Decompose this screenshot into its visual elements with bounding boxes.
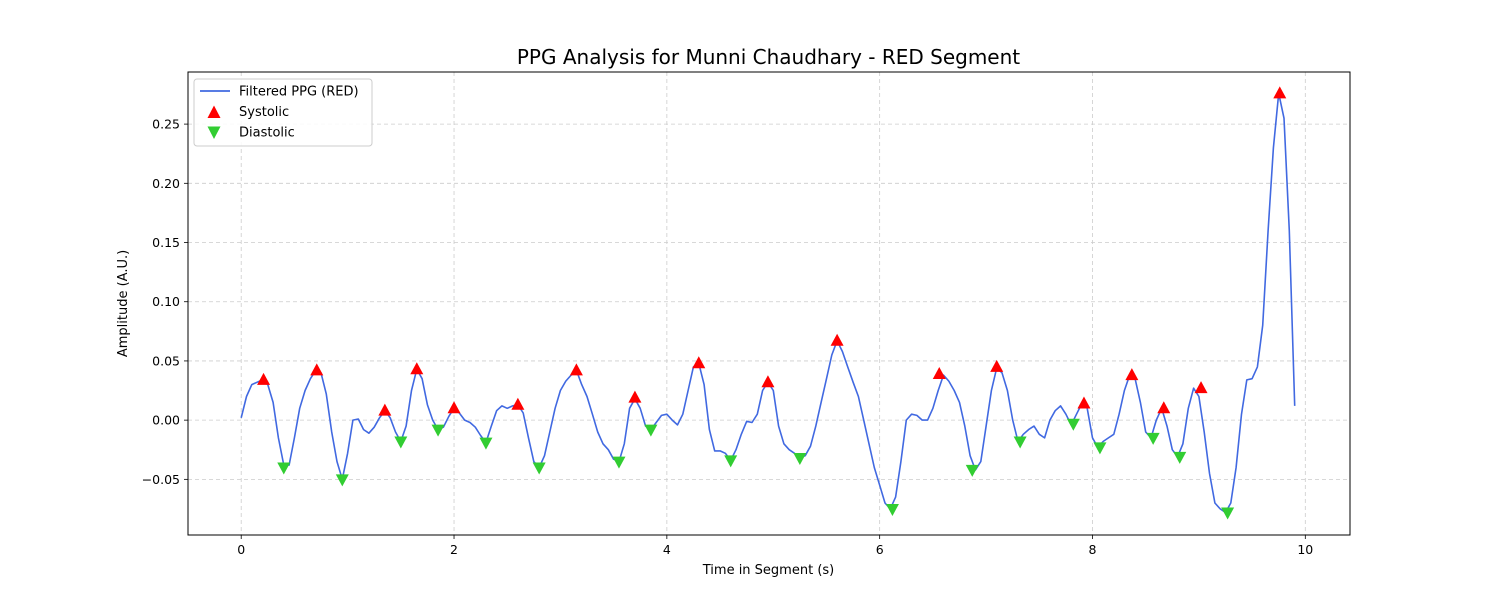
x-tick-label: 0 bbox=[237, 542, 245, 557]
legend: Filtered PPG (RED) Systolic Diastolic bbox=[193, 78, 373, 147]
y-tick-label: −0.05 bbox=[142, 472, 180, 487]
diastolic-trough-marker bbox=[965, 464, 979, 477]
chart-title: PPG Analysis for Munni Chaudhary - RED S… bbox=[517, 45, 1020, 69]
systolic-peak-marker bbox=[410, 362, 424, 375]
diastolic-trough-marker bbox=[1146, 432, 1160, 445]
systolic-peak-marker bbox=[761, 375, 775, 388]
y-tick-label: 0.00 bbox=[152, 413, 180, 428]
systolic-peak-marker bbox=[511, 397, 525, 410]
diastolic-trough-marker bbox=[1066, 418, 1080, 431]
systolic-peak-marker bbox=[1125, 368, 1139, 381]
legend-label-filtered: Filtered PPG (RED) bbox=[239, 85, 359, 100]
systolic-peak-marker bbox=[830, 333, 844, 346]
diastolic-trough-marker bbox=[644, 424, 658, 437]
systolic-peak-marker bbox=[257, 372, 271, 385]
systolic-peak-marker bbox=[932, 366, 946, 379]
ppg-signal-line bbox=[240, 92, 1296, 514]
systolic-peak-marker bbox=[990, 359, 1004, 372]
systolic-peak-marker bbox=[1194, 381, 1208, 394]
diastolic-trough-marker bbox=[479, 437, 493, 450]
diastolic-trough-marker bbox=[532, 462, 546, 475]
diastolic-trough-marker bbox=[724, 455, 738, 468]
systolic-peak-marker bbox=[569, 363, 583, 376]
systolic-peak-marker bbox=[1273, 86, 1287, 99]
x-tick-label: 4 bbox=[663, 542, 671, 557]
plot-series bbox=[240, 86, 1296, 520]
x-tick-label: 10 bbox=[1297, 542, 1313, 557]
diastolic-trough-marker bbox=[885, 503, 899, 516]
x-axis-label: Time in Segment (s) bbox=[702, 563, 834, 578]
legend-diastolic-marker bbox=[207, 126, 221, 139]
systolic-peak-marker bbox=[447, 401, 461, 414]
legend-box bbox=[193, 78, 373, 147]
y-tick-label: 0.20 bbox=[152, 176, 180, 191]
systolic-peak-marker bbox=[628, 390, 642, 403]
systolic-peak-marker bbox=[692, 356, 706, 369]
y-tick-label: 0.25 bbox=[152, 117, 180, 132]
systolic-peak-marker bbox=[310, 363, 324, 376]
diastolic-trough-marker bbox=[277, 462, 291, 475]
diastolic-trough-marker bbox=[431, 424, 445, 437]
x-tick-label: 6 bbox=[876, 542, 884, 557]
y-tick-label: 0.15 bbox=[152, 235, 180, 250]
diastolic-trough-marker bbox=[1013, 436, 1027, 449]
diastolic-trough-marker bbox=[612, 456, 626, 469]
y-tick-label: 0.05 bbox=[152, 353, 180, 368]
legend-systolic-marker bbox=[207, 105, 221, 118]
x-tick-label: 2 bbox=[450, 542, 458, 557]
y-tick-label: 0.10 bbox=[152, 294, 180, 309]
systolic-peak-marker bbox=[1077, 396, 1091, 409]
diastolic-trough-marker bbox=[1221, 507, 1235, 520]
diastolic-trough-marker bbox=[394, 436, 408, 449]
diastolic-trough-marker bbox=[1093, 442, 1107, 455]
diastolic-trough-marker bbox=[793, 453, 807, 466]
legend-label-systolic: Systolic bbox=[239, 105, 289, 120]
plot-frame bbox=[187, 71, 1351, 536]
diastolic-trough-marker bbox=[1173, 451, 1187, 464]
y-axis-label: Amplitude (A.U.) bbox=[116, 250, 131, 357]
legend-label-diastolic: Diastolic bbox=[239, 126, 295, 141]
x-tick-label: 8 bbox=[1089, 542, 1097, 557]
axis-ticks: 0 2 4 6 8 10 −0.05 0.00 0.05 0.10 0.15 0.20 0.25 bbox=[142, 117, 1314, 557]
systolic-peak-marker bbox=[378, 403, 392, 416]
diastolic-trough-marker bbox=[335, 474, 349, 487]
systolic-peak-marker bbox=[1157, 401, 1171, 414]
grid bbox=[188, 72, 1350, 535]
